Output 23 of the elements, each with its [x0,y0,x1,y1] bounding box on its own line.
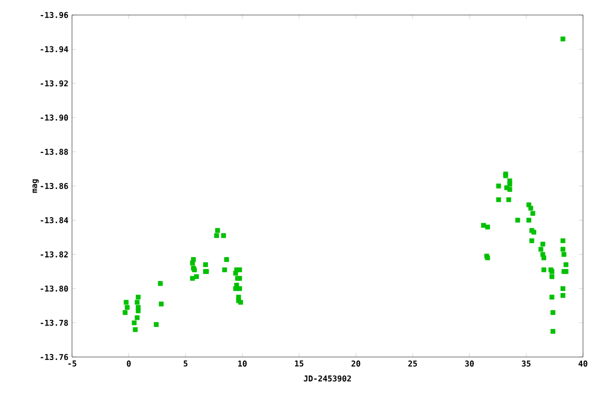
y-tick-label: -13.86 [40,182,68,190]
x-axis-title: JD-2453902 [304,375,351,382]
y-tick-label: -13.88 [40,148,68,155]
y-tick-label: -13.84 [40,217,68,224]
y-tick-label: -13.82 [40,251,68,258]
x-tick-label: -5 [68,360,76,366]
x-tick-label: 25 [408,360,417,367]
x-tick-label: 35 [522,360,530,367]
y-tick-label: -13.92 [40,80,68,86]
y-tick-label: -13.76 [40,354,68,360]
x-tick-label: 0 [126,360,131,367]
x-tick-label: 5 [184,360,188,366]
x-tick-label: 10 [238,360,247,367]
y-tick-label: -13.94 [40,46,68,52]
y-tick-label: -13.80 [40,286,68,292]
x-tick-label: 40 [578,360,588,367]
x-tick-label: 30 [465,360,474,367]
x-tick-label: 15 [295,360,304,366]
y-tick-label: -13.78 [40,320,68,326]
x-tick-label: 20 [352,360,360,367]
y-axis-title: mag [32,179,39,193]
y-tick-label: -13.96 [40,12,68,18]
y-tick-label: -13.90 [40,114,68,121]
